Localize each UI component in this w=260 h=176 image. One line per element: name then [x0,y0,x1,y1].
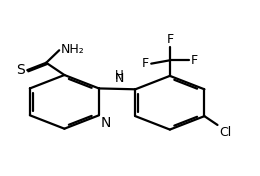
Text: F: F [191,54,198,67]
Text: H: H [115,69,124,82]
Text: N: N [115,71,124,84]
Text: N: N [101,116,111,130]
Text: NH₂: NH₂ [61,43,84,56]
Text: F: F [166,33,173,46]
Text: F: F [142,57,149,70]
Text: Cl: Cl [219,126,231,139]
Text: S: S [16,63,25,77]
